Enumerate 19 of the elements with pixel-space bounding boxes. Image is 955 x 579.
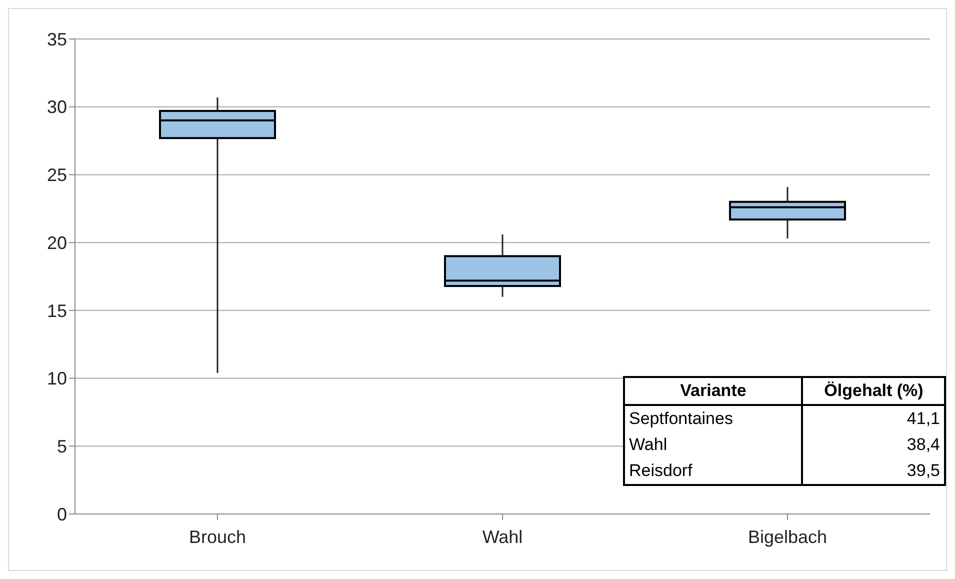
annotation: Variante <box>624 377 802 405</box>
y-tick-label: 20 <box>46 232 67 253</box>
annotation: Wahl <box>624 432 802 458</box>
annotation: 41,1 <box>906 408 941 430</box>
annotation: 39,5 <box>906 460 941 482</box>
x-tick-label: Bigelbach <box>748 526 828 547</box>
y-tick-label: 30 <box>46 97 67 118</box>
y-tick-label: 15 <box>46 300 67 321</box>
annotation: Reisdorf <box>624 458 802 485</box>
annotation: Septfontaines <box>624 405 802 432</box>
y-tick-label: 25 <box>46 165 67 186</box>
y-tick-label: 0 <box>56 504 67 524</box>
annotation: Ölgehalt (%) <box>823 380 924 402</box>
annotation: 38,4 <box>906 434 941 456</box>
y-tick-label: 5 <box>56 436 67 457</box>
x-tick-label: Wahl <box>482 526 523 547</box>
y-tick-label: 35 <box>46 29 67 50</box>
x-tick-label: Brouch <box>188 526 246 547</box>
y-tick-label: 10 <box>46 368 67 389</box>
